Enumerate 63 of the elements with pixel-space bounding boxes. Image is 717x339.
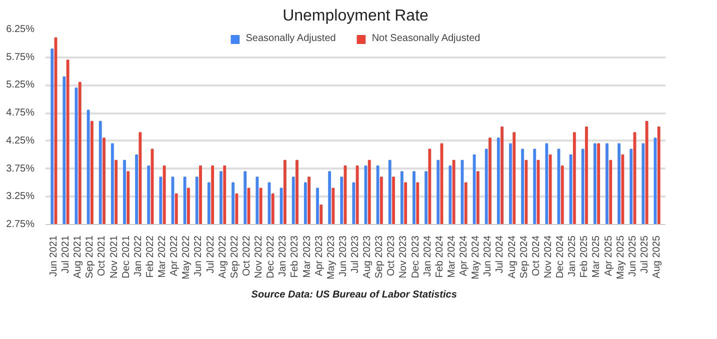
x-tick-label: Mar 2023 (302, 235, 313, 278)
x-tick-label: Aug 2025 (652, 235, 663, 278)
legend-label: Not Seasonally Adjusted (372, 33, 480, 44)
x-tick-label: Jul 2025 (639, 235, 650, 274)
x-tick-label: Dec 2022 (266, 235, 277, 278)
x-tick-label: Nov 2021 (108, 235, 120, 278)
x-tick-label: Aug 2021 (72, 235, 84, 278)
x-tick-label: Jun 2021 (48, 235, 60, 277)
x-tick-label: Jan 2023 (278, 235, 289, 277)
x-tick-label: Aug 2022 (217, 235, 228, 278)
y-tick-label: 5.25% (6, 80, 35, 91)
x-tick-label: Apr 2025 (603, 235, 614, 276)
x-tick-label: Jan 2022 (132, 235, 144, 277)
source-note: Source Data: US Bureau of Labor Statistics (251, 290, 458, 300)
x-tick-label: Mar 2025 (591, 235, 602, 278)
x-tick-label: Apr 2024 (458, 235, 470, 276)
legend-label: Seasonally Adjusted (246, 33, 336, 44)
y-tick-label: 6.25% (6, 24, 35, 35)
y-tick-label: 4.75% (6, 108, 35, 119)
x-tick-label: Apr 2023 (314, 235, 325, 276)
x-tick-label: Jul 2023 (350, 235, 361, 274)
x-tick-label: Jul 2021 (60, 235, 72, 274)
x-tick-label: Feb 2025 (579, 235, 590, 278)
x-tick-label: Oct 2023 (386, 235, 398, 276)
x-tick-label: Jul 2024 (494, 235, 506, 274)
x-tick-label: Oct 2024 (530, 235, 542, 276)
x-tick-label: Feb 2023 (290, 235, 301, 278)
x-tick-label: Nov 2022 (254, 235, 264, 278)
y-tick-label: 3.25% (6, 191, 35, 202)
x-tick-label: Mar 2024 (446, 235, 458, 278)
x-tick-label: Oct 2022 (241, 235, 252, 276)
y-tick-label: 2.75% (6, 219, 35, 230)
x-tick-label: Apr 2022 (169, 235, 180, 276)
x-tick-label: Jun 2023 (338, 235, 349, 277)
x-tick-label: Nov 2024 (542, 235, 554, 278)
x-tick-label: Dec 2023 (410, 235, 422, 278)
x-tick-label: May 2025 (615, 235, 626, 280)
x-tick-label: Aug 2023 (362, 235, 374, 278)
x-tick-label: May 2024 (470, 235, 482, 280)
x-tick-label: Feb 2022 (144, 235, 156, 278)
x-tick-label: Jul 2022 (205, 235, 216, 274)
x-tick-label: Oct 2021 (96, 235, 108, 276)
x-tick-label: Nov 2023 (398, 235, 410, 278)
x-tick-label: Mar 2022 (157, 235, 168, 278)
x-tick-label: Jan 2024 (422, 235, 434, 277)
x-tick-label: Aug 2024 (506, 235, 518, 278)
y-tick-label: 3.75% (6, 163, 35, 174)
chart-title: Unemployment Rate (282, 8, 429, 24)
x-tick-label: May 2022 (181, 235, 192, 280)
x-tick-label: Dec 2024 (555, 235, 566, 278)
x-tick-label: Sep 2022 (229, 235, 240, 278)
y-tick-label: 4.25% (6, 135, 35, 146)
y-tick-label: 5.75% (6, 52, 35, 63)
x-tick-label: Feb 2024 (434, 235, 446, 278)
x-tick-label: Dec 2021 (120, 235, 132, 278)
x-tick-label: Jan 2025 (567, 235, 578, 277)
x-tick-label: Jun 2025 (627, 235, 638, 277)
x-tick-label: Sep 2021 (84, 235, 96, 278)
x-tick-label: Jun 2022 (193, 235, 204, 277)
x-tick-label: Sep 2024 (518, 235, 530, 278)
x-tick-label: Jun 2024 (482, 235, 494, 277)
x-tick-label: Sep 2023 (374, 235, 386, 278)
x-tick-label: May 2023 (326, 235, 337, 280)
